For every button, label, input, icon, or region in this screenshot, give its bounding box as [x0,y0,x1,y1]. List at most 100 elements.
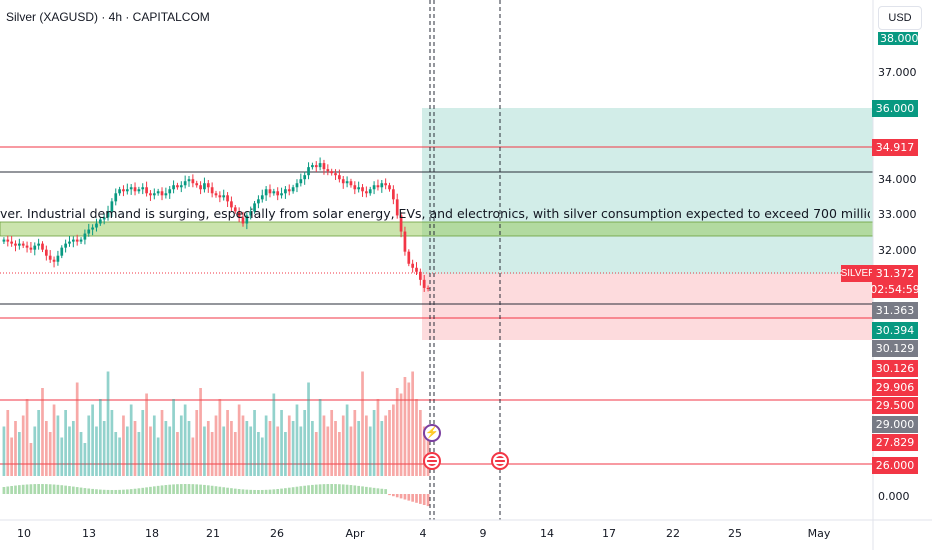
candle[interactable] [29,247,33,250]
candle[interactable] [334,173,337,176]
candle[interactable] [133,187,137,192]
candle[interactable] [361,187,364,192]
candle[interactable] [206,183,210,188]
candle[interactable] [187,179,191,182]
candle[interactable] [137,189,141,192]
candle[interactable] [56,255,60,262]
candle[interactable] [75,239,79,242]
candle[interactable] [384,183,388,186]
candle[interactable] [395,199,399,216]
candle[interactable] [87,229,91,234]
candle[interactable] [48,255,52,260]
candle[interactable] [287,189,291,192]
candle[interactable] [156,191,160,194]
candle[interactable] [110,201,114,212]
candle[interactable] [176,185,179,188]
candle[interactable] [260,195,264,200]
candle[interactable] [314,165,318,168]
demand-zone[interactable] [0,221,874,237]
candle[interactable] [114,193,118,202]
candle[interactable] [368,189,372,194]
candle[interactable] [179,185,183,188]
candle[interactable] [303,175,307,180]
candle[interactable] [141,187,145,190]
candle[interactable] [79,239,83,242]
candle[interactable] [392,189,395,200]
candle[interactable] [52,259,56,262]
candle[interactable] [280,193,283,196]
candle[interactable] [241,217,245,224]
candle[interactable] [349,181,353,186]
candle[interactable] [357,187,361,190]
candle[interactable] [18,243,21,246]
candle[interactable] [380,183,384,188]
candle[interactable] [214,193,218,196]
currency-button[interactable]: USD [878,6,922,30]
candle[interactable] [102,217,106,220]
candle[interactable] [253,203,256,212]
candle[interactable] [407,251,411,264]
candle[interactable] [83,233,87,240]
candle[interactable] [338,175,341,180]
candle[interactable] [64,243,67,248]
candle[interactable] [222,195,226,198]
candle[interactable] [98,219,102,224]
candle[interactable] [403,231,407,252]
candle[interactable] [426,287,430,290]
candle[interactable] [183,181,187,186]
candle[interactable] [71,239,75,242]
candle[interactable] [145,187,148,194]
candle[interactable] [411,263,414,268]
candle[interactable] [106,211,110,218]
target-zone[interactable] [422,108,873,274]
candle[interactable] [376,185,380,188]
candle[interactable] [125,189,129,192]
candle[interactable] [218,195,222,198]
candle[interactable] [345,181,349,184]
candle[interactable] [21,243,25,246]
candle[interactable] [249,211,253,216]
candle[interactable] [388,185,391,190]
candle[interactable] [41,243,44,250]
candle[interactable] [264,189,268,196]
candle[interactable] [257,199,260,204]
candle[interactable] [233,207,237,212]
candle[interactable] [272,191,276,194]
candle[interactable] [341,179,345,184]
candle[interactable] [284,189,287,194]
candle[interactable] [68,241,71,244]
candle[interactable] [191,179,195,184]
candle[interactable] [326,169,330,172]
candle[interactable] [210,187,214,194]
candle[interactable] [311,165,314,168]
candle[interactable] [291,187,295,192]
candle[interactable] [268,189,272,194]
candle[interactable] [322,163,326,170]
candle[interactable] [422,279,426,288]
candle[interactable] [37,243,40,246]
candle[interactable] [226,195,229,202]
candle[interactable] [353,185,357,190]
candle[interactable] [25,245,29,248]
candle[interactable] [372,185,376,190]
candle[interactable] [168,189,172,194]
candle[interactable] [6,239,10,242]
us-flag-icon[interactable] [491,452,509,470]
candle[interactable] [237,211,241,218]
candle[interactable] [160,191,164,196]
bolt-icon[interactable]: ⚡ [423,424,441,442]
candle[interactable] [33,245,37,250]
candle[interactable] [419,271,422,280]
stop-zone[interactable] [422,274,873,340]
candle[interactable] [203,183,206,190]
candle[interactable] [307,167,310,176]
candle[interactable] [330,171,334,174]
candle[interactable] [44,249,48,256]
candle[interactable] [245,215,249,224]
candle[interactable] [415,267,418,272]
candle[interactable] [2,239,6,242]
candle[interactable] [10,241,13,244]
candle[interactable] [295,183,299,188]
candle[interactable] [399,215,403,232]
